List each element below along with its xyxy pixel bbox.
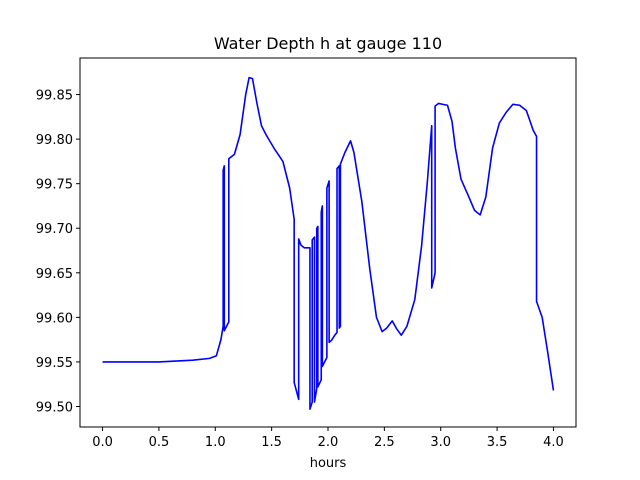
x-tick-label: 3.0 bbox=[430, 435, 451, 450]
y-tick-label: 99.85 bbox=[36, 89, 73, 104]
x-tick-label: 2.0 bbox=[318, 435, 339, 450]
chart-title: Water Depth h at gauge 110 bbox=[214, 34, 442, 53]
y-tick-label: 99.80 bbox=[36, 133, 73, 148]
x-tick-label: 1.5 bbox=[261, 435, 282, 450]
x-tick-label: 0.0 bbox=[92, 435, 113, 450]
y-tick-label: 99.75 bbox=[36, 178, 73, 193]
y-tick-label: 99.50 bbox=[36, 401, 73, 416]
x-axis: 0.0 0.5 1.0 1.5 2.0 2.5 3.0 3.5 4.0 bbox=[92, 427, 564, 450]
data-layer bbox=[102, 76, 555, 410]
y-tick-label: 99.55 bbox=[36, 356, 73, 371]
series-line-0 bbox=[102, 76, 555, 410]
x-tick-label: 2.5 bbox=[374, 435, 395, 450]
x-tick-label: 3.5 bbox=[487, 435, 508, 450]
x-axis-label: hours bbox=[310, 456, 347, 471]
x-tick-label: 0.5 bbox=[149, 435, 170, 450]
y-axis: 99.50 99.55 99.60 99.65 99.70 99.75 99.80 99.85 bbox=[36, 89, 80, 416]
y-tick-label: 99.65 bbox=[36, 267, 73, 282]
x-tick-label: 1.0 bbox=[205, 435, 226, 450]
y-tick-label: 99.70 bbox=[36, 222, 73, 237]
x-tick-label: 4.0 bbox=[543, 435, 564, 450]
y-tick-label: 99.60 bbox=[36, 311, 73, 326]
